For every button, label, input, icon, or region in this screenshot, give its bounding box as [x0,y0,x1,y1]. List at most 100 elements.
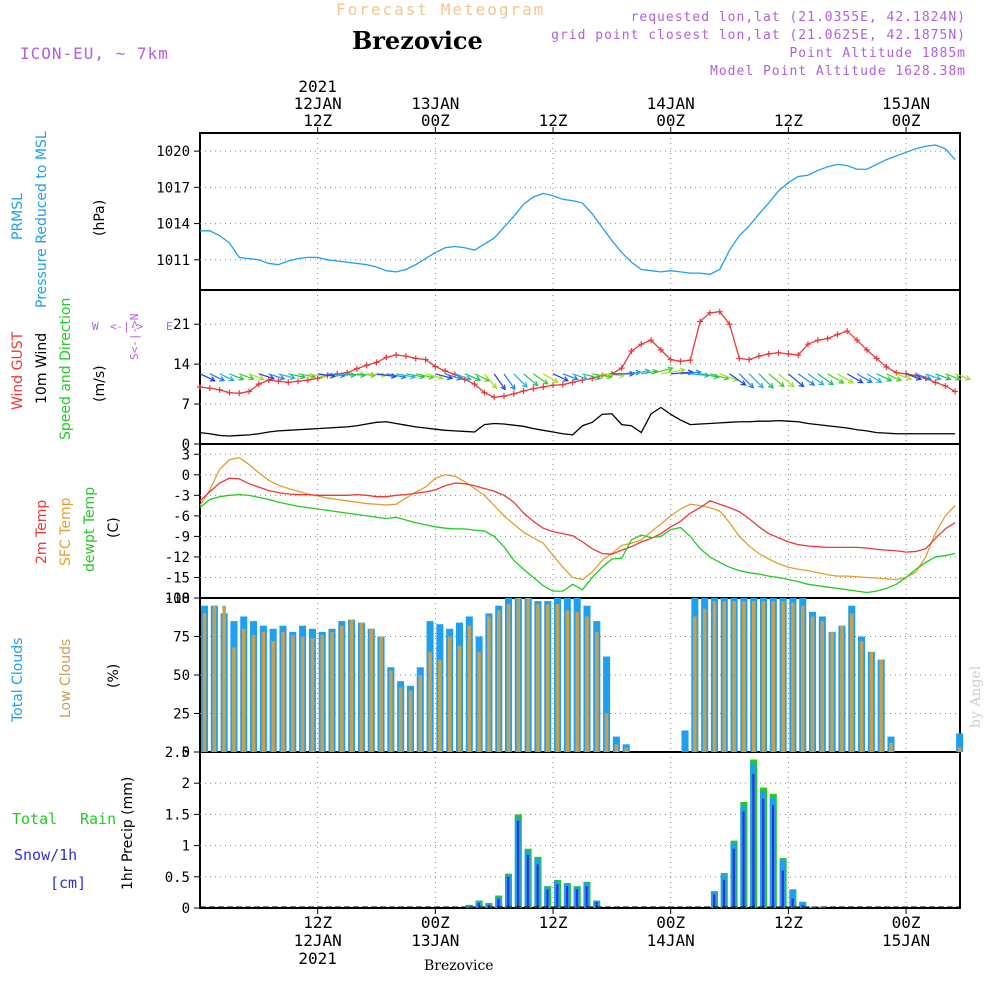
wind-arrow-head [475,375,482,382]
low-cloud-bar [398,687,403,752]
precip-snow-bar [595,901,598,908]
low-cloud-bar [859,641,864,752]
compass-arrows-ew: <-|-> [110,320,144,333]
wind-arrow [738,373,754,389]
gust-line-marker [785,350,792,357]
wind-arrow [925,373,941,380]
low-cloud-bar [369,628,374,752]
gust-line-marker [775,349,782,356]
gust-line-marker [755,353,762,360]
gust-line-marker [295,378,302,385]
wind-arrow [905,373,922,380]
wind-arrow-head [886,376,893,382]
panel-frame [199,443,961,599]
low-cloud-bar [320,634,324,752]
gust-line-marker [363,362,370,369]
low-cloud-bar [467,625,472,752]
wind-arrow [483,373,497,389]
wind-arrow [464,373,481,381]
wind-arrow [602,373,624,377]
precip-snow-bar [565,886,569,908]
low-cloud-bar [526,598,530,752]
wind-arrow [356,373,376,377]
wind-arrow [415,373,434,379]
x-tick-label-top: 00Z [421,111,450,130]
wind-arrow [278,373,295,379]
gust-line-marker [638,341,645,348]
wind-arrow-head [838,378,845,384]
wind-arrow [700,373,719,378]
precip-snow-bar [467,906,471,908]
low-cloud-bar [751,601,756,752]
wind-arrow [386,373,406,378]
y-tick-label: 100 [165,591,190,607]
y-tick-label: 0.5 [165,870,190,886]
precip-snow-bar [556,884,559,908]
wind-arrow [827,373,844,384]
wind-arrow-head [748,382,755,389]
gust-line-marker [854,337,861,344]
low-cloud-bar [447,636,452,752]
wind-arrow [239,373,254,380]
gust-line-marker [246,388,253,395]
gust-line-marker [255,381,262,388]
low-cloud-bar [359,622,364,752]
precip-snow-bar [536,864,539,908]
wind-arrow [670,371,693,375]
wind-arrow [935,373,951,380]
total-cloud-bar [603,656,611,752]
wind-arrow [807,373,824,386]
precip-snow-bar [752,773,755,908]
low-cloud-bar [565,610,570,752]
y-tick-label: -3 [173,488,190,504]
x-tick-label-top: 00Z [656,111,685,130]
low-cloud-bar [624,747,628,752]
low-cloud-bar [810,616,815,752]
gust-line-marker [402,353,409,360]
precip-snow-bar [762,798,765,908]
wind-arrow [729,373,746,386]
wind-arrow-head [238,375,245,381]
wind-arrow [337,373,356,376]
wind-arrow-head [370,372,377,378]
low-cloud-bar [477,651,481,752]
wind-arrow [582,373,601,380]
wind-arrow-head [687,369,694,376]
wind-arrow-head [521,381,528,388]
low-cloud-bar [261,631,266,752]
y-tick-label: 75 [173,630,190,646]
y-tick-label: 0 [182,901,190,917]
y-tick-label: 1020 [156,144,190,160]
wind-arrow-head [552,377,559,383]
x-tick-label-bottom: 12Z [774,913,803,932]
y-tick-label: 2.5 [165,745,190,761]
gust-line-marker [795,352,802,359]
y-tick-label: 0 [182,468,190,484]
precip-snow-bar [781,870,784,908]
wind-arrow-head [228,375,235,382]
wind-arrow [837,373,854,384]
pressure-line [200,144,956,275]
y-tick-label: -9 [173,529,190,545]
low-cloud-bar [418,675,423,752]
x-tick-label-top: 12Z [539,111,568,130]
footer-location: Brezovice [424,958,494,974]
wind-arrow [945,373,961,380]
low-cloud-bar [428,651,432,752]
y-tick-label: 14 [173,357,190,373]
gust-line-marker [844,328,851,335]
y-tick-label: 1017 [156,180,190,196]
gust-line-marker [814,337,821,344]
wind-arrow-head [209,376,216,382]
y-tick-label: -15 [165,570,190,586]
wind-arrow [641,370,658,375]
gust-line-marker [863,346,870,353]
x-tick-label-top: 13JAN [411,94,459,113]
gust-line-marker [550,382,557,389]
x-tick-label-bottom: 12Z [303,913,332,932]
gridpoint-coords: grid point closest lon,lat (21.0625E, 42… [551,28,966,43]
wind-arrow [405,373,425,378]
low-cloud-bar [291,634,295,752]
low-cloud-bar [800,605,805,752]
low-cloud-bar [604,713,609,752]
